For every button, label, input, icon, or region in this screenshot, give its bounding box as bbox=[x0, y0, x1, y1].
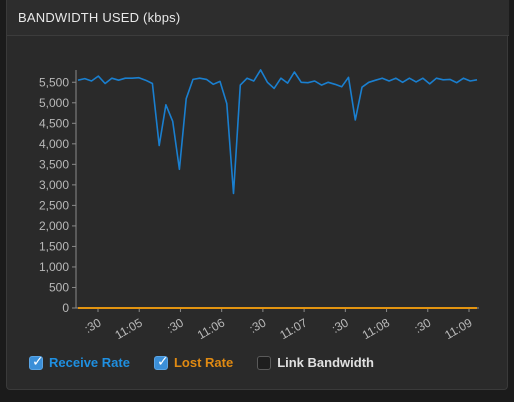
link-bandwidth-checkbox[interactable] bbox=[257, 355, 272, 370]
legend-item-receive-rate[interactable]: ✓ Receive Rate bbox=[29, 353, 130, 370]
bandwidth-chart: 0 500 1,000 1,500 2,000 2,500 3,000 3,500 4,000 4… bbox=[39, 69, 479, 342]
lost-rate-label: Lost Rate bbox=[173, 355, 234, 370]
lost-rate-checkbox[interactable]: ✓ bbox=[153, 353, 169, 370]
y-tick-label: 500 bbox=[49, 280, 69, 294]
x-tick-label: :30 bbox=[82, 315, 104, 336]
y-tick-label: 1,000 bbox=[39, 260, 69, 274]
y-tick-label: 3,000 bbox=[39, 178, 69, 192]
checkmark-icon: ✓ bbox=[32, 353, 44, 370]
y-tick-label: 5,000 bbox=[39, 96, 69, 110]
y-tick-label: 4,500 bbox=[39, 116, 69, 130]
x-tick-label: 11:05 bbox=[112, 315, 145, 342]
chart-legend: ✓ Receive Rate ✓ Lost Rate Link Bandwidt… bbox=[29, 353, 398, 370]
x-tick-label: :30 bbox=[329, 315, 351, 336]
x-tick-label: 11:06 bbox=[195, 315, 228, 342]
x-tick-label: :30 bbox=[412, 315, 434, 336]
x-tick-label: :30 bbox=[164, 315, 186, 336]
panel-header: BANDWIDTH USED (kbps) bbox=[7, 0, 509, 36]
legend-item-lost-rate[interactable]: ✓ Lost Rate bbox=[153, 353, 234, 370]
x-tick-label: :30 bbox=[247, 315, 269, 336]
x-tick-label: 11:08 bbox=[360, 315, 393, 342]
bandwidth-panel: BANDWIDTH USED (kbps) 0 500 1,000 1,500 2,00… bbox=[6, 0, 509, 390]
y-tick-label: 0 bbox=[62, 301, 69, 315]
legend-item-link-bandwidth[interactable]: Link Bandwidth bbox=[257, 355, 374, 370]
y-tick-label: 2,000 bbox=[39, 219, 69, 233]
y-tick-label: 5,500 bbox=[39, 75, 69, 89]
panel-title: BANDWIDTH USED (kbps) bbox=[18, 10, 181, 25]
y-tick-label: 2,500 bbox=[39, 198, 69, 212]
y-tick-label: 1,500 bbox=[39, 239, 69, 253]
receive-rate-checkbox[interactable]: ✓ bbox=[29, 353, 44, 370]
y-tick-label: 4,000 bbox=[39, 137, 69, 151]
receive-rate-line bbox=[77, 69, 478, 195]
link-bandwidth-label: Link Bandwidth bbox=[277, 355, 374, 370]
x-tick-label: 11:09 bbox=[442, 315, 475, 342]
x-tick-label: 11:07 bbox=[277, 315, 310, 342]
checkmark-icon: ✓ bbox=[156, 353, 169, 370]
y-tick-label: 3,500 bbox=[39, 157, 69, 171]
receive-rate-label: Receive Rate bbox=[49, 355, 130, 370]
